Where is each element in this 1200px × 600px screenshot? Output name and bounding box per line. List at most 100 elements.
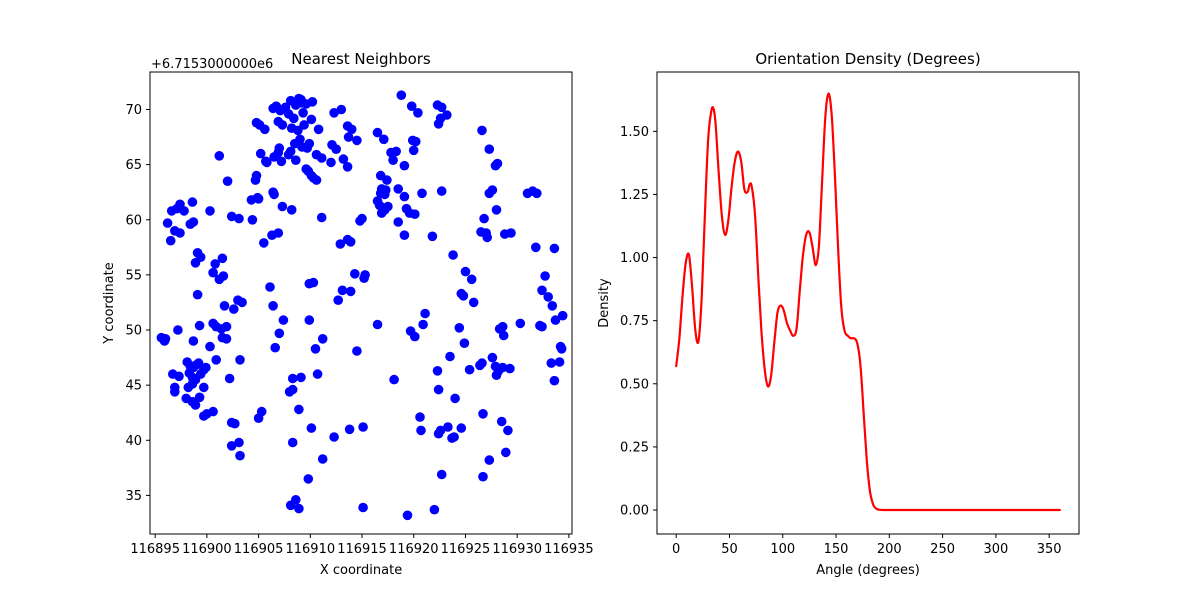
scatter-point	[218, 271, 229, 281]
scatter-point	[532, 188, 542, 199]
scatter-point	[306, 114, 317, 125]
scatter-title: Nearest Neighbors	[291, 50, 431, 68]
scatter-x-tick-label: 116935	[544, 542, 594, 557]
scatter-point	[382, 175, 392, 185]
scatter-point	[237, 297, 247, 308]
scatter-point	[380, 205, 390, 215]
scatter-point	[478, 409, 488, 419]
scatter-point	[484, 144, 495, 154]
scatter-point	[274, 328, 285, 339]
scatter-point	[442, 110, 452, 120]
scatter-point	[432, 366, 443, 376]
density-x-tick-label: 350	[1037, 542, 1062, 557]
scatter-point	[294, 93, 304, 104]
scatter-point	[222, 176, 233, 186]
scatter-point	[352, 346, 362, 356]
scatter-point	[286, 205, 297, 215]
scatter-point	[287, 384, 298, 395]
scatter-point	[448, 250, 458, 260]
scatter-y-tick-label: 60	[125, 213, 142, 228]
scatter-point	[460, 266, 471, 277]
scatter-point	[418, 319, 428, 330]
scatter-point	[304, 138, 315, 149]
scatter-point	[413, 108, 423, 118]
scatter-point	[416, 425, 426, 436]
scatter-point	[298, 108, 308, 118]
scatter-point	[450, 393, 460, 404]
scatter-point	[477, 358, 487, 368]
density-x-axis-label: Angle (degrees)	[816, 563, 920, 578]
scatter-point	[550, 315, 561, 325]
scatter-y-tick-label: 70	[125, 103, 142, 118]
scatter-point	[484, 455, 495, 465]
scatter-point	[342, 121, 353, 131]
scatter-y-ticks: 35 40 45 50 55 60 65 70	[125, 103, 150, 504]
scatter-point	[211, 355, 221, 365]
scatter-x-tick-label: 116930	[492, 542, 542, 557]
scatter-point	[251, 170, 262, 181]
scatter-point	[415, 412, 425, 422]
scatter-point	[358, 502, 368, 513]
scatter-point	[360, 270, 370, 280]
density-x-ticks: 0 50 100 150 200 250 300 350	[672, 534, 1062, 557]
scatter-point	[402, 510, 413, 521]
density-x-tick-label: 150	[824, 542, 849, 557]
scatter-point	[337, 285, 348, 296]
density-x-tick-label: 300	[983, 542, 1008, 557]
scatter-point	[179, 206, 189, 216]
scatter-point	[399, 160, 410, 171]
scatter-point	[468, 297, 479, 308]
scatter-point	[291, 155, 301, 165]
scatter-point	[159, 336, 170, 346]
scatter-point	[265, 282, 275, 292]
scatter-point	[296, 372, 306, 383]
scatter-point	[429, 504, 440, 515]
scatter-point	[287, 437, 298, 448]
scatter-point	[283, 149, 294, 160]
scatter-point	[162, 218, 173, 228]
scatter-point	[268, 301, 278, 311]
scatter-points	[156, 90, 568, 521]
scatter-point	[380, 189, 390, 200]
scatter-point	[234, 437, 244, 448]
scatter-point	[311, 175, 322, 185]
scatter-point	[477, 125, 487, 136]
scatter-point	[546, 358, 557, 368]
scatter-point	[294, 404, 304, 415]
scatter-point	[304, 278, 315, 289]
scatter-point	[190, 258, 201, 268]
density-x-tick-label: 200	[877, 542, 902, 557]
scatter-point	[338, 154, 349, 164]
scatter-point	[405, 326, 416, 336]
scatter-point	[410, 209, 420, 219]
scatter-point	[205, 341, 215, 352]
scatter-y-tick-label: 35	[125, 489, 142, 504]
scatter-point	[466, 274, 477, 285]
scatter-point	[411, 136, 421, 147]
scatter-point	[255, 148, 266, 159]
scatter-point	[350, 269, 360, 279]
scatter-point	[269, 152, 279, 162]
scatter-point	[436, 186, 447, 196]
scatter-point	[491, 370, 502, 381]
scatter-point	[435, 425, 446, 436]
scatter-point	[372, 127, 383, 138]
scatter-point	[277, 201, 288, 212]
scatter-point	[505, 363, 515, 374]
scatter-point	[491, 205, 502, 215]
scatter-point	[459, 338, 470, 349]
scatter-point	[497, 321, 508, 332]
scatter-point	[235, 355, 245, 365]
scatter-x-tick-label: 116910	[285, 542, 335, 557]
scatter-point	[540, 271, 550, 281]
scatter-point	[313, 124, 324, 135]
scatter-point	[449, 432, 459, 442]
scatter-point	[312, 369, 323, 379]
scatter-point	[345, 237, 356, 247]
scatter-x-tick-label: 116925	[441, 542, 491, 557]
scatter-point	[396, 90, 407, 100]
scatter-point	[503, 425, 513, 436]
scatter-point	[331, 144, 342, 154]
scatter-point	[287, 373, 298, 384]
scatter-point	[399, 191, 410, 202]
